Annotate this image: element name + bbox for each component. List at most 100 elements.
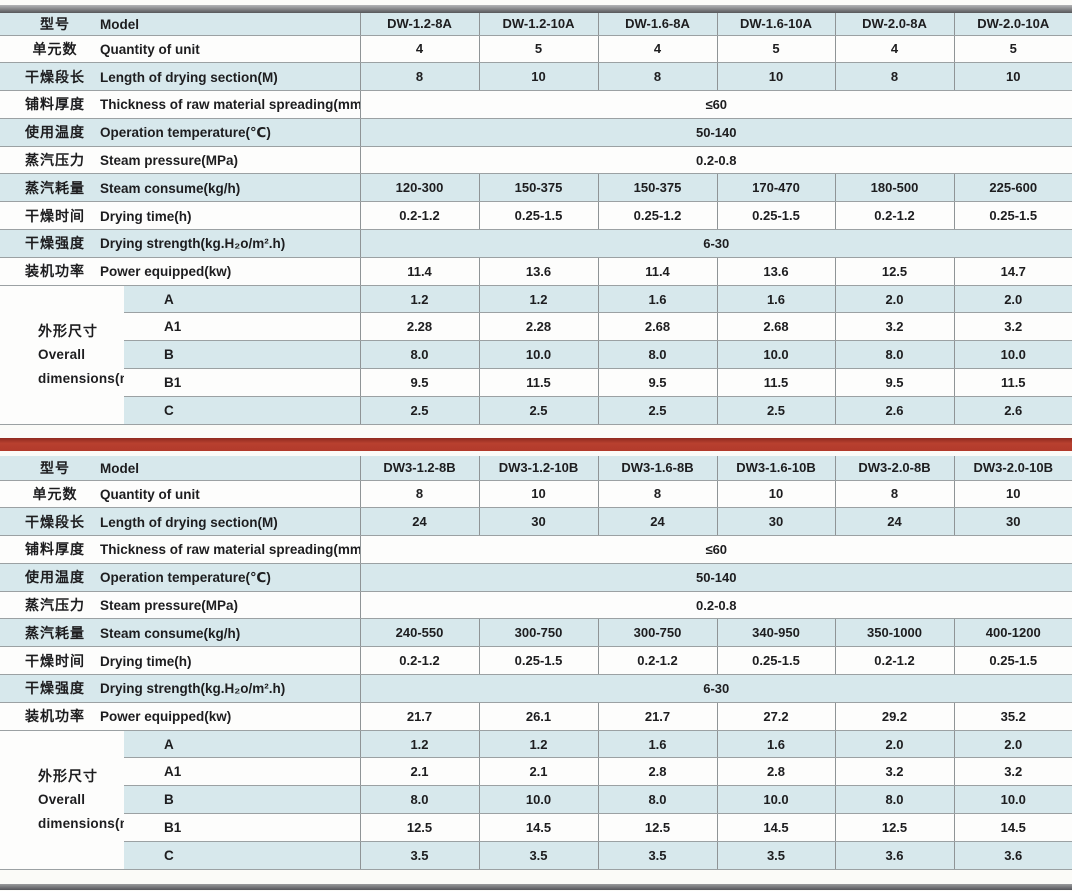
model-header-cell: DW3-1.6-10B: [716, 456, 835, 481]
value-cell: 21.7: [597, 702, 717, 731]
dim-label-en-line1: Overall: [38, 346, 86, 362]
value-cell: 3.5: [478, 841, 598, 870]
row-label-cn: 干燥强度: [25, 235, 85, 252]
value-cell: 24: [834, 507, 954, 537]
row-label-cn: 干燥段长: [25, 68, 85, 85]
value-cell: 12.5: [834, 813, 954, 842]
value-cell: 3.5: [716, 841, 835, 870]
top-border-bar: [0, 5, 1072, 13]
row-label-en: Power equipped(kw): [100, 264, 232, 280]
row-label-en: Thickness of raw material spreading(mm): [100, 97, 360, 113]
span-value-cell: 6-30: [359, 229, 1072, 258]
value-cell: 8: [834, 62, 954, 92]
value-cell: 170-470: [716, 173, 835, 203]
row-label-en: Quantity of unit: [100, 486, 200, 502]
model-row: 型号 Model DW-1.2-8A DW-1.2-10A DW-1.6-8A DW-1.…: [0, 13, 1072, 36]
value-cell: 150-375: [478, 173, 598, 203]
value-cell: 0.25-1.5: [953, 201, 1072, 231]
dimension-row: 外形尺寸Overalldimensions(m)A1.21.21.61.62.0…: [0, 285, 1072, 425]
row-label-cn: 蒸汽压力: [25, 597, 85, 614]
spec-table-series-a: 型号 Model DW-1.2-8A DW-1.2-10A DW-1.6-8A DW-1.…: [0, 13, 1072, 425]
dim-sub-label: B1: [124, 813, 360, 842]
span-value-cell: 0.2-0.8: [359, 591, 1072, 620]
value-cell: 30: [953, 507, 1072, 537]
span-value-cell: 6-30: [359, 674, 1072, 703]
row-label-en: Drying time(h): [100, 653, 192, 669]
value-cell: 2.68: [597, 312, 717, 342]
value-cell: 2.0: [953, 730, 1072, 759]
row-label-cn: 装机功率: [25, 263, 85, 280]
value-cell: 225-600: [953, 173, 1072, 203]
row-label-en: Power equipped(kw): [100, 709, 232, 725]
value-cell: 2.5: [716, 396, 835, 425]
row-label-cell: 干燥时间 Drying time(h): [0, 201, 360, 231]
dim-label-en-line2: dimensions(m): [38, 815, 124, 831]
spec-row: 蒸汽耗量 Steam consume(kg/h) 240-550 300-750 300…: [0, 618, 1072, 648]
value-cell: 5: [953, 35, 1072, 64]
row-label-en: Length of drying section(M): [100, 514, 278, 530]
value-cell: 14.5: [478, 813, 598, 842]
value-cell: 0.2-1.2: [597, 646, 717, 676]
value-cell: 10: [953, 480, 1072, 509]
value-cell: 10: [953, 62, 1072, 92]
value-cell: 5: [716, 35, 835, 64]
row-label-cell: 干燥时间 Drying time(h): [0, 646, 360, 676]
dimension-row: B 8.0 10.0 8.0 10.0 8.0 10.0: [0, 785, 1072, 815]
value-cell: 300-750: [597, 618, 717, 648]
row-label-en: Quantity of unit: [100, 41, 200, 57]
spec-row: 干燥段长 Length of drying section(M) 24 30 24 30 2…: [0, 507, 1072, 537]
value-cell: 3.2: [953, 312, 1072, 342]
value-cell: 10.0: [716, 785, 835, 815]
value-cell: 8.0: [597, 340, 717, 370]
value-cell: 9.5: [597, 368, 717, 397]
row-label-en: Steam consume(kg/h): [100, 180, 241, 196]
value-cell: 10.0: [953, 785, 1072, 815]
dim-sub-label: B1: [124, 368, 360, 397]
row-label-cell: 装机功率 Power equipped(kw): [0, 257, 360, 286]
value-cell: 12.5: [359, 813, 479, 842]
dim-label-en-line1: Overall: [38, 791, 86, 807]
dimension-row: C 2.5 2.5 2.5 2.5 2.6 2.6: [0, 396, 1072, 425]
value-cell: 24: [359, 507, 479, 537]
value-cell: 8: [359, 480, 479, 509]
table-body: 型号 Model DW-1.2-8A DW-1.2-10A DW-1.6-8A DW-1.…: [0, 13, 1072, 425]
dim-sub-label: A: [124, 285, 360, 314]
value-cell: 10: [716, 480, 835, 509]
row-label-cell: 铺料厚度 Thickness of raw material spreading(…: [0, 90, 360, 119]
value-cell: 10.0: [478, 785, 598, 815]
row-label-cn: 单元数: [32, 485, 78, 502]
spec-row: 单元数 Quantity of unit 4 5 4 5 4 5: [0, 35, 1072, 64]
value-cell: 10.0: [953, 340, 1072, 370]
value-cell: 3.5: [359, 841, 479, 870]
model-header-cell: DW-1.6-8A: [597, 13, 717, 36]
model-header-cell: DW-1.2-8A: [359, 13, 479, 36]
value-cell: 120-300: [359, 173, 479, 203]
value-cell: 350-1000: [834, 618, 954, 648]
value-cell: 10: [716, 62, 835, 92]
row-label-en: Model: [100, 16, 139, 32]
row-label-cn: 干燥时间: [25, 207, 85, 224]
spec-row: 蒸汽耗量 Steam consume(kg/h) 120-300 150-375 150…: [0, 173, 1072, 203]
value-cell: 0.2-1.2: [359, 646, 479, 676]
value-cell: 12.5: [834, 257, 954, 286]
row-label-cn: 蒸汽耗量: [25, 624, 85, 641]
row-label-cell: 蒸汽压力 Steam pressure(MPa): [0, 591, 360, 620]
value-cell: 8.0: [359, 785, 479, 815]
value-cell: 8.0: [359, 340, 479, 370]
spec-row: 蒸汽压力 Steam pressure(MPa) 0.2-0.8: [0, 146, 1072, 175]
row-label-en: Steam pressure(MPa): [100, 153, 239, 169]
value-cell: 2.0: [953, 285, 1072, 314]
value-cell: 35.2: [953, 702, 1072, 731]
dim-sub-label: C: [124, 841, 360, 870]
value-cell: 1.2: [359, 285, 479, 314]
dimension-row: B1 12.5 14.5 12.5 14.5 12.5 14.5: [0, 813, 1072, 842]
value-cell: 3.6: [834, 841, 954, 870]
spec-row: 铺料厚度 Thickness of raw material spreading(…: [0, 90, 1072, 119]
dim-sub-label: B: [124, 340, 360, 370]
value-cell: 3.5: [597, 841, 717, 870]
span-value-cell: ≤60: [359, 535, 1072, 564]
row-label-cell: 蒸汽压力 Steam pressure(MPa): [0, 146, 360, 175]
value-cell: 24: [597, 507, 717, 537]
row-label-cell: 干燥段长 Length of drying section(M): [0, 62, 360, 92]
